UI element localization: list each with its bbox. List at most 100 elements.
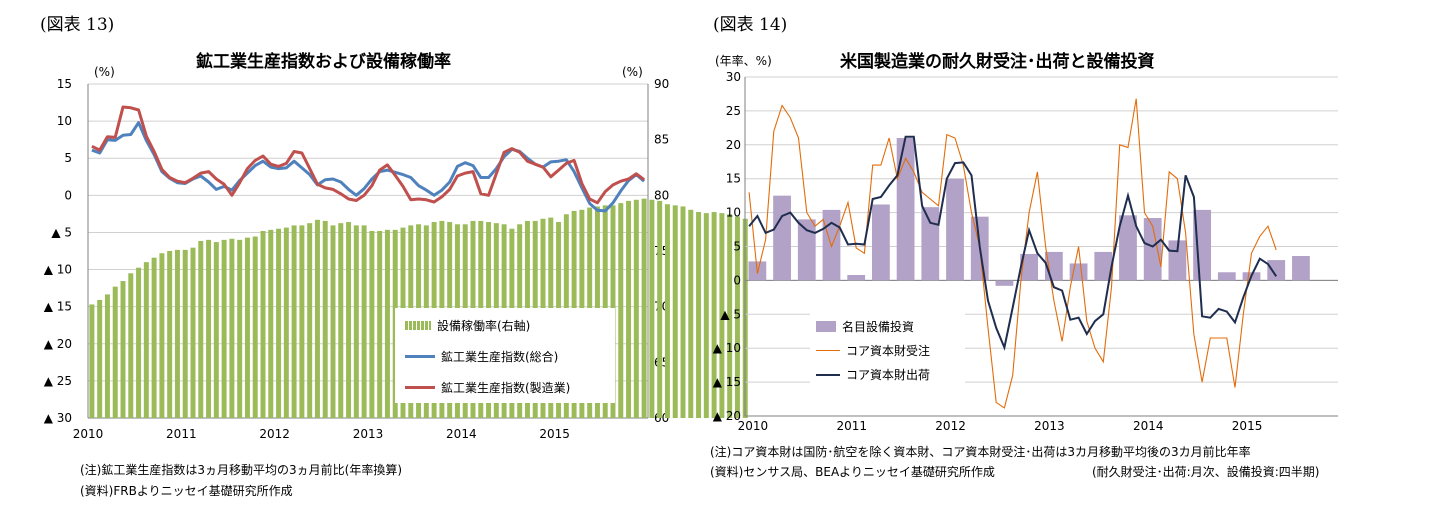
x-tick-label: 2014 bbox=[1133, 419, 1164, 433]
investment-bar bbox=[1267, 260, 1286, 281]
y-tick-label: 30 bbox=[726, 70, 741, 84]
x-tick-label: 2011 bbox=[836, 419, 867, 433]
right-legend-item-investment: 名目設備投資 bbox=[816, 318, 914, 335]
utilization-bar bbox=[307, 223, 313, 418]
left-figure-label: (図表 13) bbox=[40, 15, 115, 35]
y-tick-label: ▲ 5 bbox=[720, 307, 741, 321]
utilization-bar bbox=[361, 225, 367, 418]
y-tick-label: 0 bbox=[733, 273, 741, 287]
x-tick-label: 2014 bbox=[446, 427, 477, 441]
right-legend-label: コア資本財出荷 bbox=[846, 368, 931, 382]
left-note: (注)鉱工業生産指数は3ヵ月移動平均の3ヵ月前比(年率換算) bbox=[80, 463, 402, 477]
left-legend-item-utilization: 設備稼働率(右軸) bbox=[405, 317, 530, 334]
y-left-tick-label: 15 bbox=[57, 77, 72, 91]
investment-bar bbox=[797, 219, 816, 281]
y-left-tick-label: ▲ 30 bbox=[44, 411, 72, 425]
left-legend-label: 鉱工業生産指数(製造業) bbox=[441, 381, 571, 395]
utilization-bar bbox=[711, 212, 717, 418]
y-left-tick-label: 5 bbox=[64, 151, 72, 165]
y-tick-label: 20 bbox=[726, 138, 741, 152]
y-left-tick-label: ▲ 25 bbox=[44, 374, 72, 388]
utilization-bar bbox=[322, 220, 328, 418]
utilization-bar bbox=[633, 199, 639, 418]
right-frequency-note: (耐久財受注･出荷:月次、設備投資:四半期) bbox=[1092, 465, 1320, 479]
right-legend-label: 名目設備投資 bbox=[842, 320, 915, 334]
utilization-bar bbox=[244, 237, 250, 418]
x-tick-label: 2010 bbox=[73, 427, 104, 441]
utilization-bar bbox=[260, 230, 266, 418]
utilization-bar bbox=[174, 249, 180, 418]
x-tick-label: 2011 bbox=[166, 427, 197, 441]
utilization-bar bbox=[151, 257, 157, 418]
x-tick-label: 2012 bbox=[935, 419, 966, 433]
utilization-bar bbox=[346, 222, 352, 418]
x-tick-label: 2012 bbox=[259, 427, 290, 441]
utilization-bar bbox=[330, 225, 336, 418]
investment-bar bbox=[872, 204, 890, 281]
utilization-bar bbox=[128, 273, 134, 418]
x-tick-label: 2015 bbox=[539, 427, 570, 441]
utilization-bar bbox=[314, 219, 320, 418]
utilization-bar bbox=[182, 249, 188, 418]
investment-bar bbox=[1292, 255, 1310, 281]
y-tick-label: ▲ 20 bbox=[713, 409, 741, 423]
investment-bar bbox=[773, 195, 791, 281]
right-legend-item-orders: コア資本財受注 bbox=[816, 342, 930, 359]
utilization-bar bbox=[213, 242, 219, 418]
left-legend-item-manufacturing: 鉱工業生産指数(製造業) bbox=[405, 379, 570, 396]
utilization-bar bbox=[237, 239, 243, 418]
utilization-bar bbox=[229, 238, 235, 418]
investment-bar bbox=[1094, 251, 1113, 281]
y-left-tick-label: ▲ 10 bbox=[44, 263, 72, 277]
utilization-bar bbox=[221, 239, 227, 418]
utilization-bar bbox=[377, 230, 383, 418]
right-source: (資料)センサス局、BEAよりニッセイ基礎研究所作成 bbox=[710, 465, 995, 479]
y-left-tick-label: 10 bbox=[57, 114, 72, 128]
investment-bar bbox=[921, 207, 940, 281]
utilization-bar bbox=[626, 200, 632, 418]
orange-line-swatch bbox=[816, 350, 840, 351]
utilization-bar bbox=[641, 198, 647, 418]
y-tick-label: 10 bbox=[726, 206, 741, 220]
utilization-bar bbox=[649, 199, 655, 418]
right-figure-label: (図表 14) bbox=[713, 15, 788, 35]
blue-line-swatch bbox=[405, 355, 435, 358]
right-legend-item-shipments: コア資本財出荷 bbox=[816, 366, 930, 383]
left-left-axis-unit: (%) bbox=[94, 65, 115, 79]
core-shipments-line bbox=[748, 135, 1278, 351]
core-orders-line bbox=[748, 98, 1277, 409]
utilization-bar bbox=[104, 294, 110, 418]
utilization-bar bbox=[143, 262, 149, 418]
investment-bar bbox=[1119, 215, 1137, 281]
y-tick-label: 5 bbox=[733, 240, 741, 254]
y-right-tick-label: 80 bbox=[654, 188, 669, 202]
x-tick-label: 2013 bbox=[353, 427, 384, 441]
investment-bar bbox=[1143, 218, 1162, 281]
left-legend-label: 鉱工業生産指数(総合) bbox=[441, 350, 559, 364]
x-tick-label: 2013 bbox=[1034, 419, 1065, 433]
purple-bar-swatch bbox=[816, 321, 836, 332]
utilization-bar bbox=[703, 213, 709, 418]
y-left-tick-label: ▲ 15 bbox=[44, 300, 72, 314]
y-tick-label: 15 bbox=[726, 172, 741, 186]
utilization-bar bbox=[136, 267, 142, 418]
left-source: (資料)FRBよりニッセイ基礎研究所作成 bbox=[80, 484, 293, 498]
utilization-bar bbox=[696, 212, 702, 418]
navy-line-swatch bbox=[816, 373, 840, 376]
green-bar-swatch bbox=[405, 321, 431, 330]
utilization-bar bbox=[167, 251, 173, 418]
y-right-tick-label: 85 bbox=[654, 133, 669, 147]
utilization-bar bbox=[672, 205, 678, 418]
investment-bar bbox=[847, 274, 866, 281]
utilization-bar bbox=[190, 247, 196, 418]
utilization-bar bbox=[283, 227, 289, 418]
utilization-bar bbox=[369, 230, 375, 418]
right-note: (注)コア資本財は国防･航空を除く資本財、コア資本財受注･出荷は3カ月移動平均後… bbox=[710, 445, 1251, 459]
investment-bar bbox=[1020, 253, 1039, 281]
utilization-bar bbox=[97, 299, 103, 418]
utilization-bar bbox=[206, 239, 212, 418]
utilization-bar bbox=[680, 206, 686, 418]
utilization-bar bbox=[198, 240, 204, 418]
investment-bar bbox=[896, 138, 915, 281]
